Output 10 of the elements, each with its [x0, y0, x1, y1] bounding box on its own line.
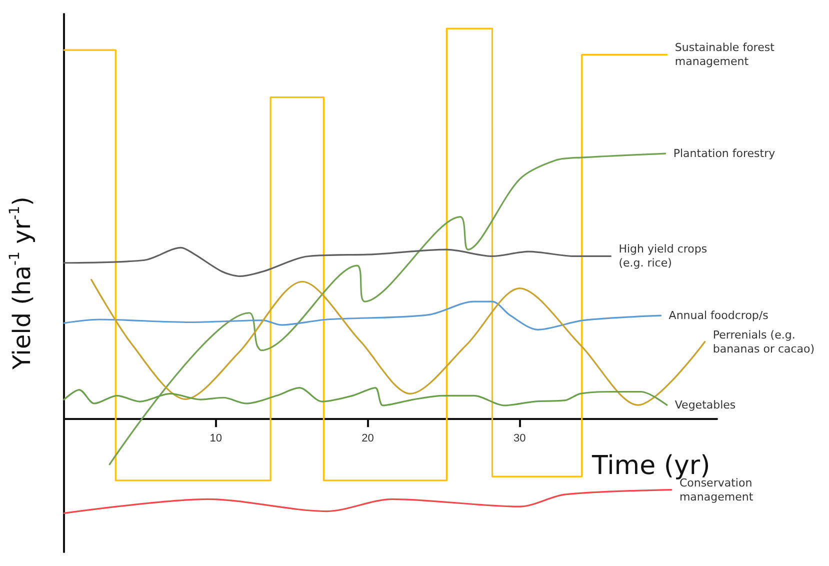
x-tick-label: 20 [362, 432, 374, 445]
x-tick-label: 10 [210, 432, 222, 445]
x-tick-label: 30 [513, 432, 526, 445]
y-axis-title: Yield (ha-1 yr-1) [7, 196, 36, 371]
series-label: Perrenials (e.g. bananas or cacao) [712, 328, 815, 356]
series-label: Sustainable forest management [674, 41, 778, 68]
series-label: Plantation forestry [673, 147, 776, 160]
series-label: High yield crops (e.g. rice) [618, 242, 711, 270]
series-label: Vegetables [674, 398, 736, 412]
series-label: Annual foodcrop/s [668, 309, 769, 322]
